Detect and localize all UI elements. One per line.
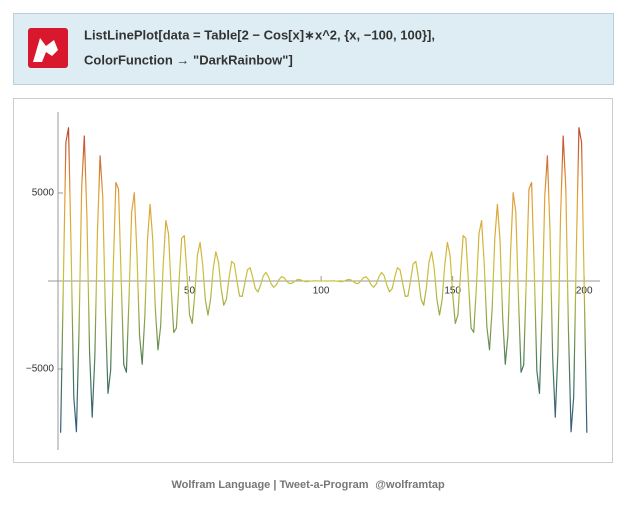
code-box	[13, 13, 614, 85]
code-line: ListLinePlot[data = Table[2 − Cos[x]∗x^2…	[84, 27, 435, 42]
wolf-shape	[33, 38, 58, 62]
y-tick-label: −5000	[26, 364, 55, 375]
code-line: ColorFunction → "DarkRainbow"]	[84, 52, 293, 67]
x-tick-label: 50	[184, 286, 196, 297]
data-line	[60, 127, 588, 433]
y-tick-label: 5000	[32, 188, 55, 199]
footer-label: Wolfram Language | Tweet-a-Program	[171, 479, 368, 491]
x-tick-label: 100	[313, 286, 330, 297]
footer-handle: @wolframtap	[375, 479, 445, 491]
